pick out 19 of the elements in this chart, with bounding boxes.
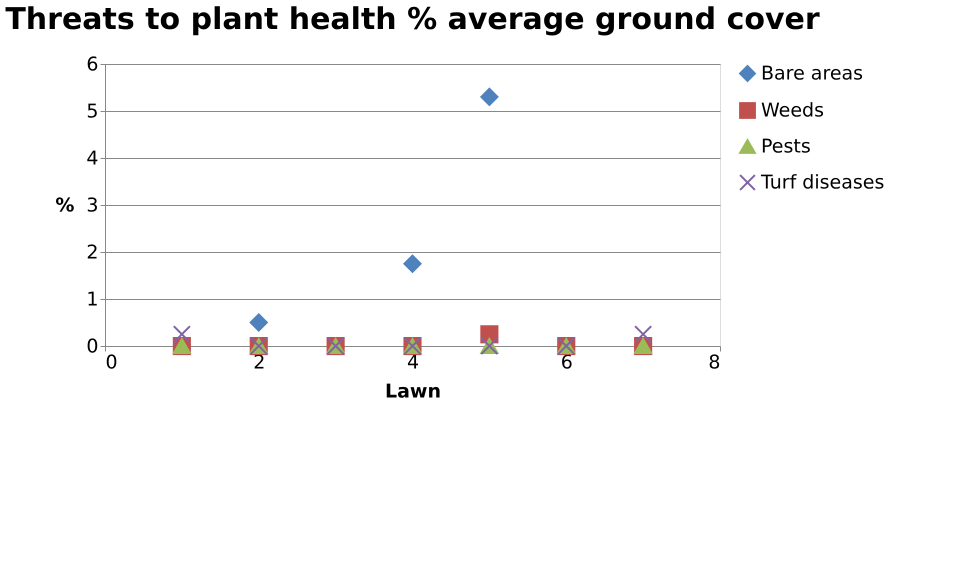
legend-label: Pests — [761, 136, 811, 158]
y-axis-title: % — [55, 194, 74, 216]
legend-label: Turf diseases — [760, 172, 884, 194]
chart-title: Threats to plant health % average ground cover — [5, 2, 820, 37]
y-tick-label: 6 — [86, 54, 98, 76]
x-tick-label: 8 — [708, 352, 720, 374]
y-tick-label: 5 — [86, 100, 98, 122]
y-tick-label: 3 — [86, 194, 98, 216]
legend-label: Weeds — [761, 100, 824, 122]
y-tick-label: 4 — [86, 148, 98, 170]
y-tick-label: 2 — [86, 242, 98, 264]
x-axis-title: Lawn — [384, 380, 442, 402]
y-tick-label: 1 — [86, 288, 98, 310]
y-tick-label: 0 — [86, 336, 98, 358]
x-tick-label: 2 — [253, 352, 266, 374]
x-tick-label: 6 — [560, 352, 573, 374]
legend-label: Bare areas — [761, 62, 864, 84]
x-tick-label: 4 — [406, 352, 420, 374]
x-tick-label: 0 — [106, 352, 118, 374]
